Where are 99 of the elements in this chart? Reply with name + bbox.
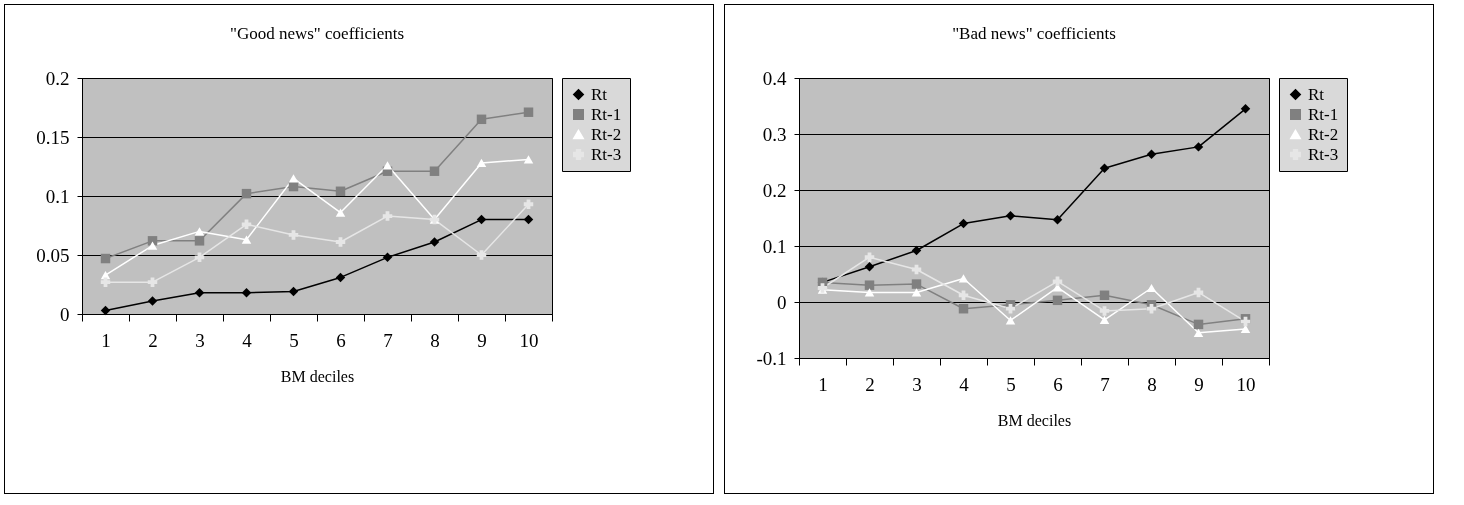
legend-label: Rt-1 bbox=[591, 104, 622, 124]
legend-label: Rt-2 bbox=[1308, 124, 1339, 144]
chart-title: "Good news" coefficients bbox=[229, 24, 405, 43]
point bbox=[288, 174, 299, 183]
point bbox=[194, 236, 205, 246]
point bbox=[864, 280, 875, 290]
x-tick-label: 4 bbox=[959, 373, 970, 395]
point bbox=[911, 288, 922, 297]
point bbox=[147, 241, 158, 250]
y-tick-label: 0.1 bbox=[45, 185, 70, 207]
point bbox=[335, 186, 346, 197]
chart-title: "Bad news" coefficients bbox=[952, 24, 1116, 43]
point bbox=[523, 107, 534, 117]
point bbox=[100, 305, 111, 316]
legend-label: Rt-3 bbox=[591, 144, 622, 164]
x-tick-label: 1 bbox=[101, 329, 111, 351]
point bbox=[1005, 211, 1016, 221]
y-tick-label: 0.15 bbox=[36, 126, 70, 148]
point bbox=[1240, 104, 1251, 114]
point bbox=[382, 211, 393, 221]
point bbox=[1052, 214, 1063, 225]
point bbox=[911, 279, 922, 289]
x-axis-title: BM deciles bbox=[280, 367, 355, 385]
point bbox=[1005, 316, 1016, 325]
point bbox=[335, 272, 346, 283]
x-tick-label: 8 bbox=[430, 329, 440, 351]
point bbox=[476, 214, 487, 225]
point bbox=[476, 250, 487, 260]
point bbox=[429, 237, 440, 247]
x-tick-label: 10 bbox=[519, 329, 539, 351]
point bbox=[864, 261, 875, 272]
point bbox=[523, 155, 534, 164]
x-tick-label: 7 bbox=[1100, 373, 1110, 395]
y-tick-label: 0 bbox=[60, 303, 70, 325]
point bbox=[241, 188, 252, 199]
y-tick-label: 0 bbox=[777, 291, 787, 313]
point bbox=[335, 237, 346, 247]
y-tick-label: 0.05 bbox=[36, 244, 70, 266]
point bbox=[1099, 306, 1110, 316]
point bbox=[288, 181, 299, 192]
x-tick-label: 7 bbox=[383, 329, 393, 351]
x-tick-label: 6 bbox=[1053, 373, 1063, 395]
point bbox=[1052, 295, 1063, 306]
y-tick-label: -0.1 bbox=[756, 347, 787, 369]
y-tick-label: 0.3 bbox=[762, 123, 787, 145]
x-tick-label: 5 bbox=[289, 329, 299, 351]
point bbox=[382, 252, 393, 263]
point bbox=[1099, 315, 1110, 325]
point bbox=[382, 161, 393, 170]
point bbox=[241, 235, 252, 244]
point bbox=[958, 303, 969, 314]
x-tick-label: 8 bbox=[1147, 373, 1157, 395]
point bbox=[100, 253, 111, 264]
point bbox=[1146, 149, 1157, 159]
point bbox=[1146, 283, 1157, 293]
legend-label: Rt-3 bbox=[1308, 144, 1339, 164]
point bbox=[476, 158, 487, 168]
point bbox=[523, 214, 534, 225]
x-tick-label: 9 bbox=[477, 329, 487, 351]
point bbox=[100, 277, 111, 287]
y-tick-label: 0.2 bbox=[762, 179, 787, 201]
x-tick-label: 2 bbox=[865, 373, 875, 395]
point bbox=[1193, 142, 1204, 152]
point bbox=[1099, 290, 1110, 301]
legend-label: Rt bbox=[1308, 84, 1325, 104]
point bbox=[194, 227, 205, 236]
x-tick-label: 10 bbox=[1236, 373, 1256, 395]
point bbox=[147, 296, 158, 306]
x-tick-label: 1 bbox=[818, 373, 828, 395]
y-tick-label: 0.2 bbox=[45, 67, 70, 89]
point bbox=[911, 245, 922, 256]
point bbox=[958, 274, 969, 283]
y-tick-label: 0.1 bbox=[762, 235, 787, 257]
point bbox=[429, 166, 440, 176]
point bbox=[335, 208, 346, 217]
x-tick-label: 4 bbox=[242, 329, 253, 351]
legend-label: Rt bbox=[591, 84, 608, 104]
point bbox=[288, 230, 299, 240]
x-tick-label: 3 bbox=[912, 373, 922, 395]
point bbox=[1193, 328, 1204, 337]
x-tick-label: 3 bbox=[195, 329, 205, 351]
x-tick-label: 2 bbox=[148, 329, 158, 351]
point bbox=[476, 114, 487, 125]
point bbox=[241, 288, 252, 298]
point bbox=[194, 288, 205, 298]
point bbox=[288, 286, 299, 297]
point bbox=[864, 288, 875, 297]
point bbox=[958, 218, 969, 229]
point bbox=[147, 277, 158, 287]
point bbox=[864, 252, 875, 262]
point bbox=[1099, 163, 1110, 173]
y-tick-label: 0.4 bbox=[762, 67, 787, 89]
legend-label: Rt-2 bbox=[591, 124, 622, 144]
x-tick-label: 9 bbox=[1194, 373, 1204, 395]
x-axis-title: BM deciles bbox=[997, 411, 1072, 429]
legend-label: Rt-1 bbox=[1308, 104, 1339, 124]
x-tick-label: 6 bbox=[336, 329, 346, 351]
point bbox=[1193, 319, 1204, 330]
x-tick-label: 5 bbox=[1006, 373, 1016, 395]
